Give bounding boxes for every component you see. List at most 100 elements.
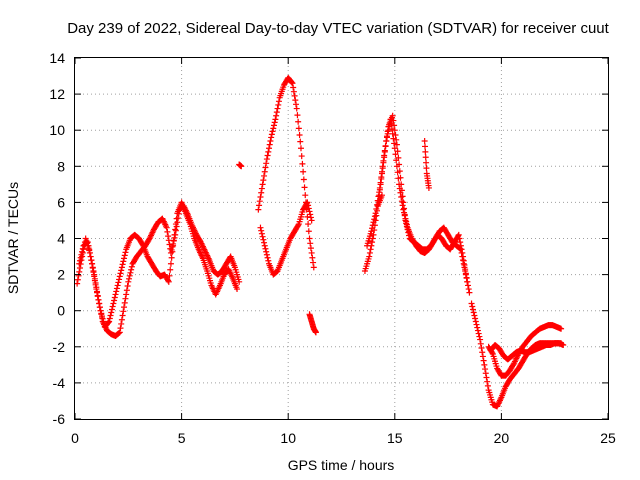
data-point [86,249,93,256]
data-point [482,366,489,373]
data-point [168,254,175,261]
data-point [112,291,119,298]
data-point [117,270,124,277]
data-point [384,128,391,135]
data-point [457,245,464,252]
data-point [460,260,467,267]
data-point [371,216,378,223]
data-point [262,164,269,171]
data-point [305,202,312,209]
data-point [267,138,274,145]
series-cuut-g [487,340,567,363]
data-point [94,293,101,300]
data-point [474,327,481,334]
x-tick-label: 15 [387,430,403,446]
data-point [165,233,172,240]
data-point [89,264,96,271]
data-point [116,273,123,280]
data-point [128,266,135,273]
chart-title: Day 239 of 2022, Sidereal Day-to-day VTE… [67,20,609,37]
data-point [370,219,377,226]
data-point [296,132,303,139]
data-point [111,294,118,301]
data-point [305,221,312,228]
series-cuut-h [236,138,432,336]
data-point [105,319,112,326]
data-point [171,231,178,238]
data-point [399,202,406,209]
data-point [301,184,308,191]
data-point [260,236,267,243]
data-point [264,254,271,261]
data-point [477,336,484,343]
data-point [422,143,429,150]
data-point [119,312,126,319]
data-point [456,235,463,242]
data-point [298,153,305,160]
data-point [125,278,132,285]
data-point [79,248,86,255]
data-point [400,199,407,206]
data-point [258,227,265,234]
data-point [289,80,296,87]
series-cuut-f [485,322,565,379]
data-point [393,136,400,143]
data-point [74,280,81,287]
data-point [123,287,130,294]
data-point [167,249,174,256]
data-point [477,340,484,347]
data-point [307,245,314,252]
data-point [381,147,388,154]
data-point [291,92,298,99]
data-point [265,148,272,155]
data-point [256,198,263,205]
y-tick-label: 12 [49,86,65,102]
y-tick-label: 14 [49,50,65,66]
data-point [462,271,469,278]
data-point [90,269,97,276]
data-point [78,251,85,258]
data-point [370,231,377,238]
data-point [299,160,306,167]
y-tick-label: 8 [57,158,65,174]
y-tick-label: 2 [57,267,65,283]
data-point [172,227,179,234]
data-point [123,291,130,298]
data-point [463,275,470,282]
x-tick-label: 5 [178,430,186,446]
data-point [264,152,271,159]
data-point [392,132,399,139]
data-point [390,117,397,124]
data-point [269,128,276,135]
data-point [369,239,376,246]
data-point [122,295,129,302]
data-point [273,112,280,119]
data-point [118,264,125,271]
data-point [259,233,266,240]
y-tick-label: -2 [53,339,66,355]
data-point [465,286,472,293]
data-point [304,199,311,206]
data-point [481,361,488,368]
data-point [113,285,120,292]
data-point [113,288,120,295]
data-point [478,345,485,352]
data-point [117,325,124,332]
data-point [116,329,123,336]
data-point [166,272,173,279]
data-point [106,318,113,325]
data-point [307,240,314,247]
data-point [172,226,179,233]
data-point [376,189,383,196]
data-point [390,135,397,142]
data-point [404,226,411,233]
data-point [470,309,477,316]
data-point [476,333,483,340]
data-point [258,185,265,192]
x-tick-label: 25 [600,430,616,446]
data-point [483,374,490,381]
data-point [173,215,180,222]
plot-frame [74,57,609,420]
data-point [403,223,410,230]
